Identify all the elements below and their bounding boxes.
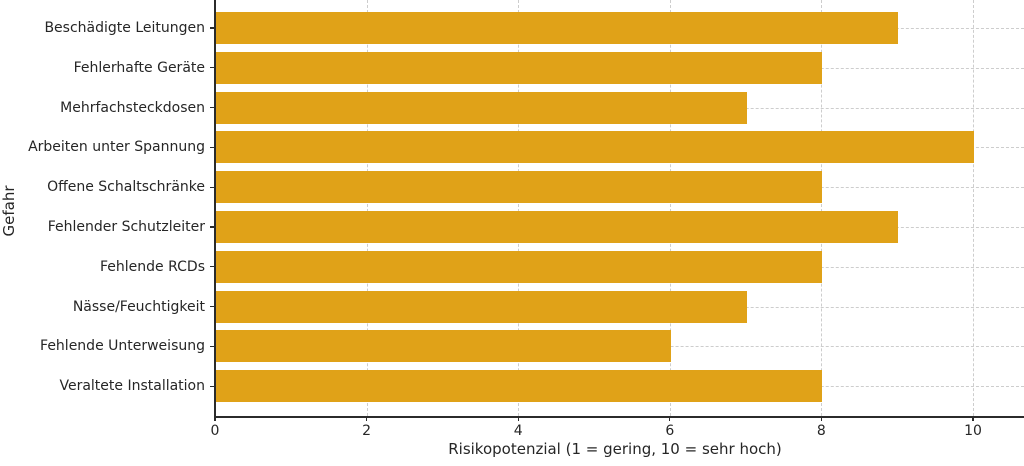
bar [216,330,671,363]
category-label: Offene Schaltschränke [47,179,205,196]
grid-line-vertical [821,0,823,416]
category-label: Beschädigte Leitungen [44,20,205,36]
bar [216,91,747,124]
x-tick-mark [972,416,974,421]
y-tick-mark [210,226,215,228]
bar [216,290,747,323]
y-tick-mark [210,345,215,348]
x-axis-label: Risikopotenzial (1 = gering, 10 = sehr h… [448,440,782,458]
x-tick-mark [365,416,368,421]
y-tick-mark [210,106,215,109]
grid-line-vertical [973,0,974,416]
x-tick-mark [669,416,671,421]
bar [216,12,899,44]
bar [216,211,899,243]
y-tick-mark [210,146,215,149]
category-label: Fehlerhafte Geräte [73,59,205,76]
y-tick-mark [210,186,215,188]
y-axis-spine [214,0,216,417]
x-tick-mark [820,416,823,421]
y-tick-mark [210,385,215,387]
bar [216,131,974,164]
x-tick-label: 2 [362,423,372,439]
grid-line-vertical [669,0,671,416]
bar [216,370,823,403]
category-label: Mehrfachsteckdosen [60,99,205,116]
x-tick-label: 6 [665,423,675,439]
y-tick-mark [210,67,215,69]
x-tick-mark [517,416,519,421]
category-label: Nässe/Feuchtigkeit [72,298,205,315]
grid-line-vertical [366,0,368,416]
category-label: Fehlende RCDs [100,258,205,275]
category-label: Fehlende Unterweisung [40,338,205,355]
x-tick-label: 0 [210,423,220,439]
x-tick-label: 8 [816,423,826,439]
category-label: Arbeiten unter Spannung [28,139,205,156]
x-tick-label: 4 [513,423,523,439]
x-tick-label: 10 [964,423,982,439]
y-axis-label: Gefahr [0,185,18,237]
y-tick-mark [210,27,215,29]
bar [216,250,823,283]
category-label: Veraltete Installation [59,378,205,395]
bar [216,51,823,84]
y-tick-mark [210,305,215,308]
y-tick-mark [210,266,215,268]
bar [216,171,823,204]
x-axis-spine [214,416,1024,418]
grid-line-vertical [518,0,520,416]
category-label: Fehlender Schutzleiter [47,219,205,235]
x-tick-mark [214,416,216,421]
